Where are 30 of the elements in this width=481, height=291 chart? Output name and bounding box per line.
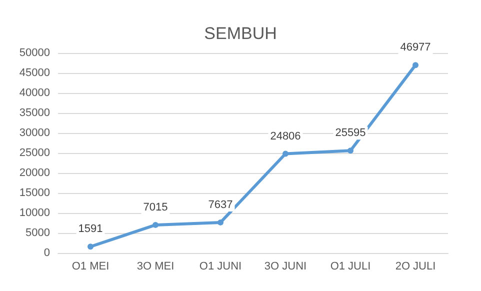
chart-title: SEMBUH [204, 24, 277, 43]
data-label: 25595 [335, 127, 366, 140]
y-tick-label: 35000 [19, 107, 50, 119]
y-tick-label: 30000 [19, 127, 50, 139]
data-label: 24806 [270, 130, 301, 142]
x-tick-label: O1 JULI [330, 260, 371, 272]
x-tick-label: 3O MEI [136, 260, 174, 272]
data-label: 7637 [208, 198, 233, 211]
point [282, 150, 288, 157]
x-tick-label: 3O JUNI [264, 260, 307, 272]
point [412, 62, 418, 68]
point [218, 219, 224, 226]
point [152, 222, 158, 228]
point [348, 148, 354, 154]
y-tick-label: 10000 [19, 207, 50, 219]
y-tick-label: 5000 [26, 227, 50, 239]
point [88, 244, 94, 250]
data-label: 46977 [400, 42, 431, 54]
y-tick-label: 25000 [19, 147, 50, 159]
data-label: 1591 [78, 223, 103, 236]
x-tick-label: O1 MEI [72, 260, 110, 272]
x-tick-label: 2O JULI [395, 260, 436, 272]
data-label: 7015 [143, 201, 168, 214]
y-tick-label: 45000 [19, 67, 50, 79]
y-tick-label: 20000 [19, 167, 50, 179]
y-tick-label: 0 [44, 247, 50, 259]
y-tick-label: 50000 [19, 47, 50, 59]
y-tick-label: 15000 [19, 187, 50, 199]
x-tick-label: O1 JUNI [199, 260, 242, 272]
y-tick-label: 40000 [19, 87, 50, 99]
